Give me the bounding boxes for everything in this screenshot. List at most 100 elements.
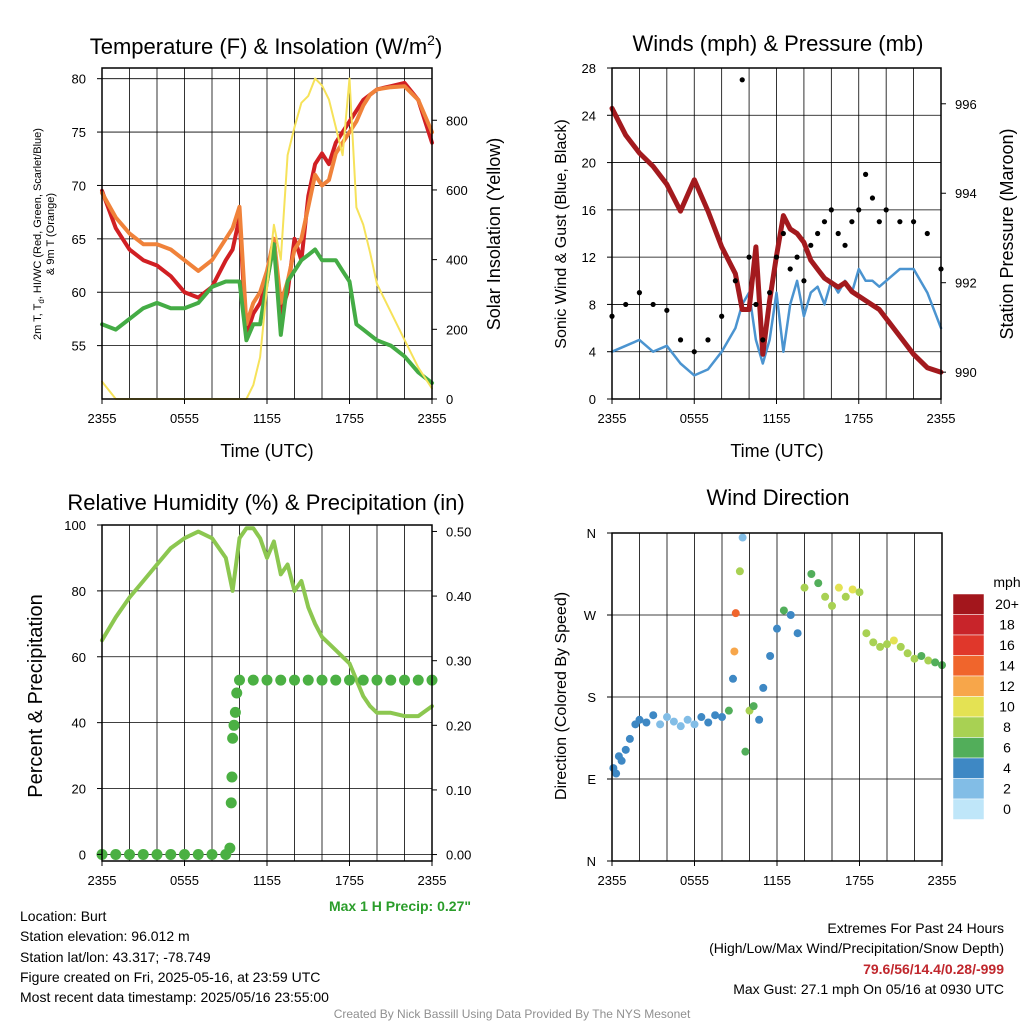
winds-grid	[612, 67, 941, 400]
colorbar-swatch-2	[952, 778, 985, 800]
wind-y-tick-label-2-0: 0	[589, 392, 596, 407]
rh-y-tick-label-3-1: 20	[72, 782, 86, 797]
temperature-ticks: 2355 0555 1155 1755 235555606570758002004006…	[72, 72, 468, 426]
direction-point	[663, 713, 671, 722]
precip-y-tick-label-3-3: 0.30	[446, 654, 471, 669]
rh-y-tick-label-3-4: 80	[72, 584, 86, 599]
direction-point	[625, 734, 634, 743]
station-info: Location: Burt Station elevation: 96.012…	[20, 906, 329, 1007]
x-tick-label-3-2: 1155	[253, 873, 281, 888]
precip-point	[110, 849, 122, 861]
winds-panel: Winds (mph) & Pressure (mb) 2355 0555 1155…	[553, 31, 1017, 461]
x-tick-label-2-0: 2355	[598, 411, 627, 426]
dir-y-tick-label-0: N	[587, 854, 596, 869]
direction-point	[749, 702, 758, 711]
rh-y-tick-label-3-3: 60	[72, 650, 86, 665]
gust-point	[732, 278, 738, 284]
direction-point	[889, 636, 898, 645]
precip-point	[412, 674, 424, 686]
direction-point	[711, 711, 720, 720]
direction-point	[779, 606, 788, 615]
winds-series	[609, 77, 944, 377]
gust-point	[691, 349, 697, 355]
direction-point	[690, 720, 699, 729]
max-precip-label: Max 1 H Precip: 0.27"	[329, 898, 471, 914]
direction-point	[697, 713, 706, 722]
wind-y-tick-label-2-4: 16	[582, 203, 596, 218]
precip-point	[399, 674, 410, 686]
winds-ticks: 2355 0555 1155 1755 235504812162024289909929…	[582, 61, 977, 426]
gust-point	[677, 337, 684, 343]
precip-point	[371, 674, 383, 686]
temperature-ylabel-line2: & 9m T (Orange)	[45, 193, 57, 275]
solar-y-tick-label-1-3: 600	[446, 183, 468, 198]
max-gust: Max Gust: 27.1 mph On 05/16 at 0930 UTC	[733, 980, 1004, 997]
temp-y-tick-label-1-1: 60	[72, 285, 86, 300]
gust-point	[760, 337, 766, 343]
direction-point	[612, 769, 621, 778]
precip-y-tick-label-3-5: 0.50	[446, 524, 471, 539]
x-tick-label-3-0: 2355	[88, 873, 117, 888]
precip-point	[226, 771, 238, 783]
precip-y-tick-label-3-0: 0.00	[446, 848, 471, 863]
temperature-panel: Temperature (F) & Insolation (W/m2) 2355…	[32, 32, 504, 461]
colorbar-swatch-10	[952, 696, 985, 718]
precip-point	[224, 842, 236, 854]
solar-y-tick-label-1-0: 0	[446, 392, 453, 407]
direction-point	[683, 715, 692, 724]
gust-point	[815, 230, 821, 237]
precip-point	[151, 849, 163, 861]
x-tick-label-4-3: 1755	[845, 873, 874, 888]
gust-point	[821, 219, 828, 225]
gust-point	[910, 219, 917, 225]
direction-point	[766, 652, 775, 660]
gust-point	[883, 207, 889, 213]
extremes-heading: Extremes For Past 24 Hours	[827, 920, 1004, 936]
colorbar-label-18: 18	[999, 617, 1015, 633]
direction-point	[741, 747, 750, 756]
direction-point	[730, 647, 739, 656]
extremes-fields: (High/Low/Max Wind/Precipitation/Snow De…	[709, 940, 1004, 957]
figure-created: Figure created on Fri, 2025-05-16, at 23…	[20, 968, 321, 985]
gust-point	[794, 254, 800, 260]
x-tick-label-2-2: 1155	[763, 411, 791, 426]
precip-point	[137, 849, 149, 861]
direction-point	[724, 706, 733, 715]
colorbar-label-20+: 20+	[995, 596, 1019, 612]
gust-point	[739, 77, 745, 83]
direction-point	[841, 592, 850, 601]
direction-point	[669, 717, 678, 726]
extremes-values: 79.6/56/14.4/0.28/-999	[863, 960, 1004, 977]
direction-point	[718, 713, 726, 722]
x-tick-label-4-2: 1155	[763, 873, 791, 888]
pressure-y-tick-label-2-2: 994	[955, 186, 977, 201]
direction-point	[649, 711, 658, 720]
precip-point	[165, 849, 177, 861]
direction-series	[609, 533, 946, 778]
humidity-grid	[102, 524, 432, 861]
precip-point	[179, 849, 190, 861]
dir-y-tick-label-2: S	[587, 690, 596, 705]
direction-point	[814, 579, 823, 588]
colorbar-swatch-8	[952, 716, 985, 738]
colorbar-swatch-14	[952, 655, 985, 677]
rh-y-tick-label-3-2: 40	[72, 716, 86, 731]
latest-timestamp: Most recent data timestamp: 2025/05/16 2…	[20, 989, 329, 1006]
gust-point	[842, 242, 848, 248]
gust-point	[828, 207, 834, 213]
pressure-y-tick-label-2-3: 996	[955, 97, 977, 112]
x-tick-label-3-4: 2355	[418, 873, 447, 888]
gust-point	[835, 230, 841, 237]
colorbar-swatch-12	[952, 675, 985, 697]
colorbar-swatch-0	[952, 798, 985, 820]
direction-point	[759, 683, 768, 692]
temp-y-tick-label-1-2: 65	[72, 232, 86, 247]
x-tick-label-2-1: 0555	[680, 411, 709, 426]
station-elevation: Station elevation: 96.012 m	[20, 928, 190, 945]
x-tick-label-4-1: 0555	[680, 873, 709, 888]
gust-point	[773, 254, 780, 260]
speed-colorbar: 20+ 18 16 14 12 10 8 6 4 2 0	[952, 593, 1019, 820]
temperature-ylabel: 2m T, Td, HI/WC (Red, Green, Scarlet/Blu…	[32, 128, 46, 340]
direction-point	[869, 638, 878, 647]
